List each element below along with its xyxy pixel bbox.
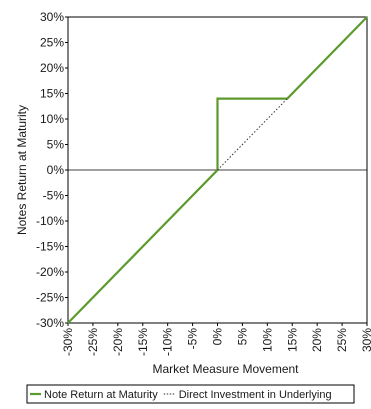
y-tick-label: 25% [40, 36, 64, 50]
y-tick-label: 5% [47, 138, 65, 152]
y-tick-label: 30% [40, 10, 64, 24]
y-tick-label: -25% [36, 291, 64, 305]
x-axis-label: Market Measure Movement [152, 362, 299, 376]
x-tick-label: 5% [235, 328, 249, 346]
y-tick-label: 20% [40, 61, 64, 75]
legend-label-direct-investment: Direct Investment in Underlying [179, 389, 332, 401]
y-tick-label: -10% [36, 214, 64, 228]
series-direct-investment-line [217, 98, 288, 171]
y-tick-label: -5% [43, 189, 65, 203]
x-tick-label: -5% [186, 328, 200, 350]
x-tick-label: -15% [136, 328, 150, 356]
y-tick-label: 15% [40, 87, 64, 101]
y-tick-label: 0% [47, 163, 65, 177]
x-tick-label: 0% [211, 328, 225, 346]
x-tick-label: -10% [161, 328, 175, 356]
legend-label-note-return: Note Return at Maturity [44, 389, 158, 401]
x-tick-label: 20% [310, 328, 324, 352]
series-note-return-line [67, 16, 368, 324]
x-tick-label: 25% [335, 328, 349, 352]
y-tick-label: -30% [36, 316, 64, 330]
x-tick-label: 10% [260, 328, 274, 352]
x-tick-label: -20% [111, 328, 125, 356]
x-tick-label: 30% [360, 328, 371, 352]
legend-box [26, 384, 355, 404]
y-tick-label: -15% [36, 240, 64, 254]
y-axis-label: Notes Return at Maturity [15, 105, 29, 235]
x-tick-label: 15% [285, 328, 299, 352]
y-tick-label: -20% [36, 265, 64, 279]
x-tick-label: -25% [86, 328, 100, 356]
y-tick-label: 10% [40, 112, 64, 126]
legend: Note Return at Maturity Direct Investmen… [26, 384, 355, 404]
x-tick-label: -30% [61, 328, 75, 356]
